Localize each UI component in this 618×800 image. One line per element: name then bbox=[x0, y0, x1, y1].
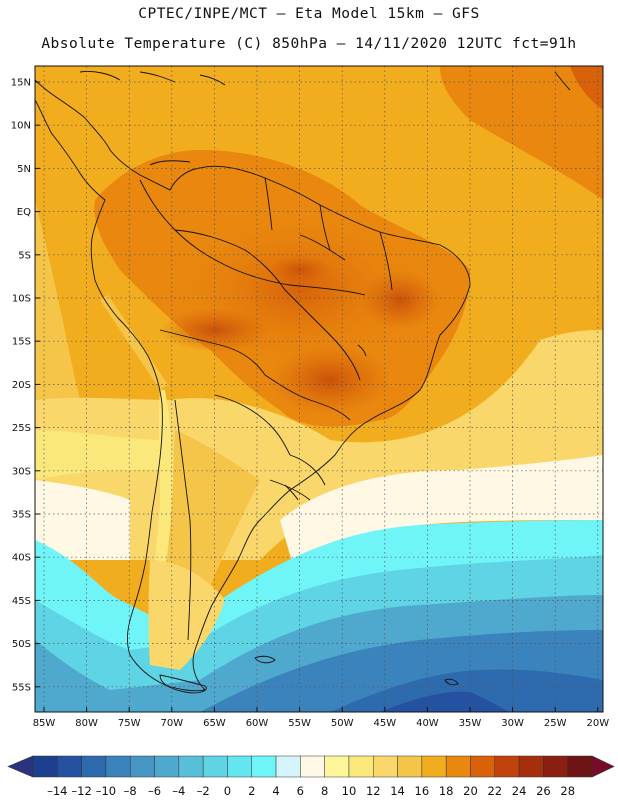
lon-label-25w: 25W bbox=[544, 718, 567, 729]
lon-label-80w: 80W bbox=[75, 718, 98, 729]
colorbar-label: 28 bbox=[560, 784, 575, 798]
lon-label-35w: 35W bbox=[459, 718, 482, 729]
colorbar-label: 4 bbox=[272, 784, 279, 798]
lon-label-50w: 50W bbox=[331, 718, 354, 729]
colorbar-label: –14 bbox=[47, 784, 67, 798]
colorbar-swatch bbox=[105, 755, 131, 778]
colorbar-swatch bbox=[397, 755, 423, 778]
colorbar-swatch bbox=[494, 755, 520, 778]
map-frame bbox=[34, 65, 604, 713]
colorbar-over-arrow bbox=[591, 755, 615, 778]
lat-label-15n: 15N bbox=[11, 78, 31, 89]
colorbar-swatch bbox=[373, 755, 398, 778]
lon-label-60w: 60W bbox=[246, 718, 269, 729]
colorbar-under-arrow bbox=[7, 755, 34, 778]
lon-label-65w: 65W bbox=[203, 718, 226, 729]
lat-label-25s: 25S bbox=[12, 423, 31, 434]
longitude-labels: 85W 80W 75W 70W 65W 60W 55W 50W 45W 40W 35W 30W 25W 2… bbox=[33, 718, 610, 729]
colorbar-label: 8 bbox=[321, 784, 328, 798]
colorbar-label: 16 bbox=[415, 784, 430, 798]
colorbar-label: –10 bbox=[96, 784, 116, 798]
temperature-field bbox=[35, 66, 603, 712]
colorbar-swatch bbox=[251, 755, 277, 778]
lat-label-40s: 40S bbox=[12, 553, 31, 564]
lon-label-45w: 45W bbox=[373, 718, 396, 729]
colorbar-swatch bbox=[445, 755, 471, 778]
lat-label-10s: 10S bbox=[12, 294, 31, 305]
lat-label-15s: 15S bbox=[12, 337, 31, 348]
lat-label-5n: 5N bbox=[17, 164, 31, 175]
lon-label-70w: 70W bbox=[160, 718, 183, 729]
lon-label-30w: 30W bbox=[501, 718, 524, 729]
map-title-line2: Absolute Temperature (C) 850hPa – 14/11/… bbox=[41, 36, 577, 52]
colorbar-label: 12 bbox=[366, 784, 381, 798]
lat-label-55s: 55S bbox=[12, 682, 31, 693]
colorbar-swatch bbox=[81, 755, 107, 778]
coastline-borders bbox=[35, 71, 571, 694]
colorbar-label: 10 bbox=[342, 784, 357, 798]
latitude-labels: 15N 10N 5N EQ 5S 10S 15S 20S 25S 30S 35S 40S 45S 50S 5… bbox=[11, 78, 31, 694]
colorbar-label: –12 bbox=[71, 784, 91, 798]
colorbar-swatch bbox=[178, 755, 204, 778]
colorbar-swatch bbox=[543, 755, 568, 778]
colorbar: –14 –12 –10 –8 –6 –4 –2 0 2 4 6 8 10 12 14 16 18 20 22 24 26… bbox=[7, 755, 615, 798]
colorbar-swatch bbox=[518, 755, 544, 778]
colorbar-swatch bbox=[202, 755, 228, 778]
colorbar-label: –2 bbox=[197, 784, 210, 798]
lon-label-75w: 75W bbox=[118, 718, 141, 729]
lon-label-20w: 20W bbox=[586, 718, 609, 729]
colorbar-label: 24 bbox=[512, 784, 527, 798]
lon-label-40w: 40W bbox=[416, 718, 439, 729]
colorbar-swatch bbox=[275, 755, 301, 778]
colorbar-swatch bbox=[421, 755, 447, 778]
colorbar-swatch bbox=[227, 755, 252, 778]
colorbar-label: 22 bbox=[487, 784, 502, 798]
lat-label-50s: 50S bbox=[12, 639, 31, 650]
graticule bbox=[35, 66, 603, 712]
colorbar-swatch bbox=[470, 755, 496, 778]
colorbar-label: 6 bbox=[297, 784, 304, 798]
colorbar-swatch bbox=[57, 755, 82, 778]
colorbar-label: –4 bbox=[172, 784, 185, 798]
lat-label-eq: EQ bbox=[17, 207, 31, 218]
lon-label-85w: 85W bbox=[33, 718, 56, 729]
map-title-line1: CPTEC/INPE/MCT – Eta Model 15km – GFS bbox=[138, 6, 480, 22]
lat-label-5s: 5S bbox=[18, 250, 31, 261]
colorbar-swatch bbox=[129, 755, 155, 778]
colorbar-swatch bbox=[32, 755, 58, 778]
colorbar-swatch bbox=[324, 755, 350, 778]
lat-label-10n: 10N bbox=[11, 121, 31, 132]
lat-label-20s: 20S bbox=[12, 380, 31, 391]
colorbar-swatch bbox=[567, 755, 593, 778]
colorbar-label: –8 bbox=[124, 784, 137, 798]
colorbar-label: 20 bbox=[463, 784, 478, 798]
lat-label-30s: 30S bbox=[12, 466, 31, 477]
colorbar-swatch bbox=[154, 755, 180, 778]
colorbar-label: 0 bbox=[224, 784, 231, 798]
colorbar-label: 14 bbox=[390, 784, 405, 798]
colorbar-swatch bbox=[300, 755, 325, 778]
lat-label-35s: 35S bbox=[12, 510, 31, 521]
colorbar-swatch bbox=[348, 755, 374, 778]
lon-label-55w: 55W bbox=[288, 718, 311, 729]
colorbar-label: 18 bbox=[439, 784, 454, 798]
lat-label-45s: 45S bbox=[12, 596, 31, 607]
colorbar-label: 2 bbox=[248, 784, 255, 798]
colorbar-label: 26 bbox=[536, 784, 551, 798]
colorbar-label: –6 bbox=[148, 784, 161, 798]
